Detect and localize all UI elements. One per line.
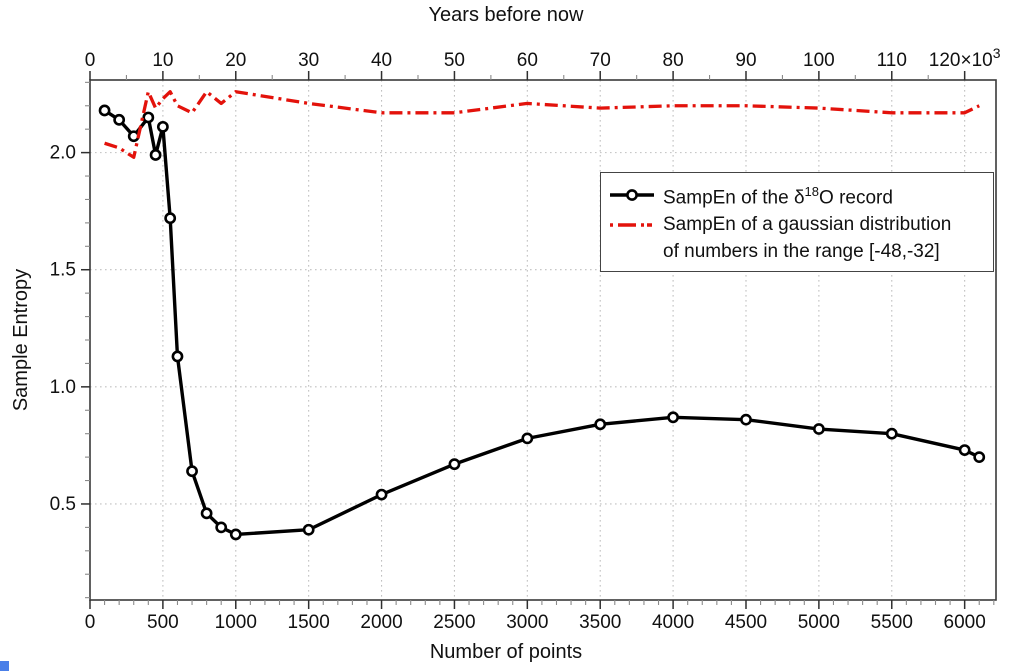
x-tick-label: 4000 xyxy=(652,612,694,633)
legend-box: SampEn of the δ18O record SampEn of a ga… xyxy=(600,172,994,273)
record-data-point xyxy=(156,120,169,133)
record-data-point xyxy=(200,507,213,520)
top-axis-title: Years before now xyxy=(428,4,584,26)
x-axis-title: Number of points xyxy=(429,641,583,663)
x-tick-label: 500 xyxy=(147,612,179,633)
x-tick-label: 4500 xyxy=(725,612,767,633)
x-tick-label: 3500 xyxy=(579,612,621,633)
record-data-point xyxy=(142,111,155,124)
record-data-point xyxy=(958,444,971,456)
top-tick-label: 0 xyxy=(85,50,96,71)
record-data-point xyxy=(594,418,607,431)
top-tick-label: 90 xyxy=(735,50,756,71)
legend-item-record: SampEn of the δ18O record xyxy=(609,178,987,211)
top-tick-label: 80 xyxy=(663,50,684,71)
x-tick-label: 5000 xyxy=(798,612,840,633)
record-data-point xyxy=(812,423,825,435)
record-data-point xyxy=(171,350,184,363)
series-gaussian-line xyxy=(104,90,980,159)
record-data-point xyxy=(740,413,752,426)
x-tick-label: 1000 xyxy=(215,612,257,633)
series-record-markers xyxy=(98,104,986,541)
legend-item-gaussian: SampEn of a gaussian distribution xyxy=(609,211,987,238)
minor-ticks xyxy=(85,75,995,605)
record-data-point xyxy=(885,427,898,440)
top-tick-label: 50 xyxy=(444,50,465,71)
gridlines xyxy=(90,80,996,600)
y-tick-label: 2.0 xyxy=(50,143,76,164)
record-data-point xyxy=(448,458,461,471)
top-tick-label: 20 xyxy=(225,50,246,71)
corner-accent xyxy=(0,661,9,671)
record-line-sample-icon xyxy=(610,188,654,201)
legend-label-gaussian-line2: of numbers in the range [-48,-32] xyxy=(663,241,940,263)
record-data-point xyxy=(98,104,111,117)
top-tick-label: 40 xyxy=(371,50,392,71)
major-ticks xyxy=(81,71,966,609)
tick-labels: 0 500 1000 1500 2000 2500 3000 3500 4000 4500 5000… xyxy=(50,45,1001,633)
x-tick-label: 6000 xyxy=(944,612,986,633)
top-tick-label: 30 xyxy=(298,50,319,71)
x-tick-label: 3000 xyxy=(506,612,548,633)
record-data-point xyxy=(113,113,126,126)
legend-label-gaussian-line1: SampEn of a gaussian distribution xyxy=(663,214,952,236)
legend-label-record: SampEn of the δ18O record xyxy=(663,184,893,209)
x-tick-label: 2500 xyxy=(433,612,475,633)
top-tick-label: 120×103 xyxy=(929,45,1001,71)
record-data-point xyxy=(973,451,986,464)
y-axis-title: Sample Entropy xyxy=(10,268,32,412)
record-data-point xyxy=(215,521,228,534)
top-tick-label: 100 xyxy=(803,50,835,71)
y-tick-label: 1.5 xyxy=(50,260,76,281)
record-data-point xyxy=(149,149,162,161)
x-tick-label: 5500 xyxy=(871,612,913,633)
record-data-point xyxy=(375,488,388,501)
x-tick-label: 0 xyxy=(85,612,96,633)
plot-frame xyxy=(89,79,997,601)
top-tick-label: 70 xyxy=(590,50,611,71)
gaussian-line-sample-icon xyxy=(610,223,654,227)
x-tick-label: 1500 xyxy=(288,612,330,633)
y-tick-label: 1.0 xyxy=(50,377,76,398)
x-tick-label: 2000 xyxy=(360,612,402,633)
record-data-point xyxy=(164,212,177,225)
record-data-point xyxy=(302,523,315,536)
top-tick-label: 60 xyxy=(517,50,538,71)
record-data-point xyxy=(229,528,242,541)
record-data-point xyxy=(521,432,534,445)
record-data-point xyxy=(667,411,680,424)
top-tick-label: 10 xyxy=(152,50,173,71)
top-tick-label: 110 xyxy=(877,50,907,71)
record-data-point xyxy=(186,465,198,478)
y-tick-label: 0.5 xyxy=(50,494,76,515)
